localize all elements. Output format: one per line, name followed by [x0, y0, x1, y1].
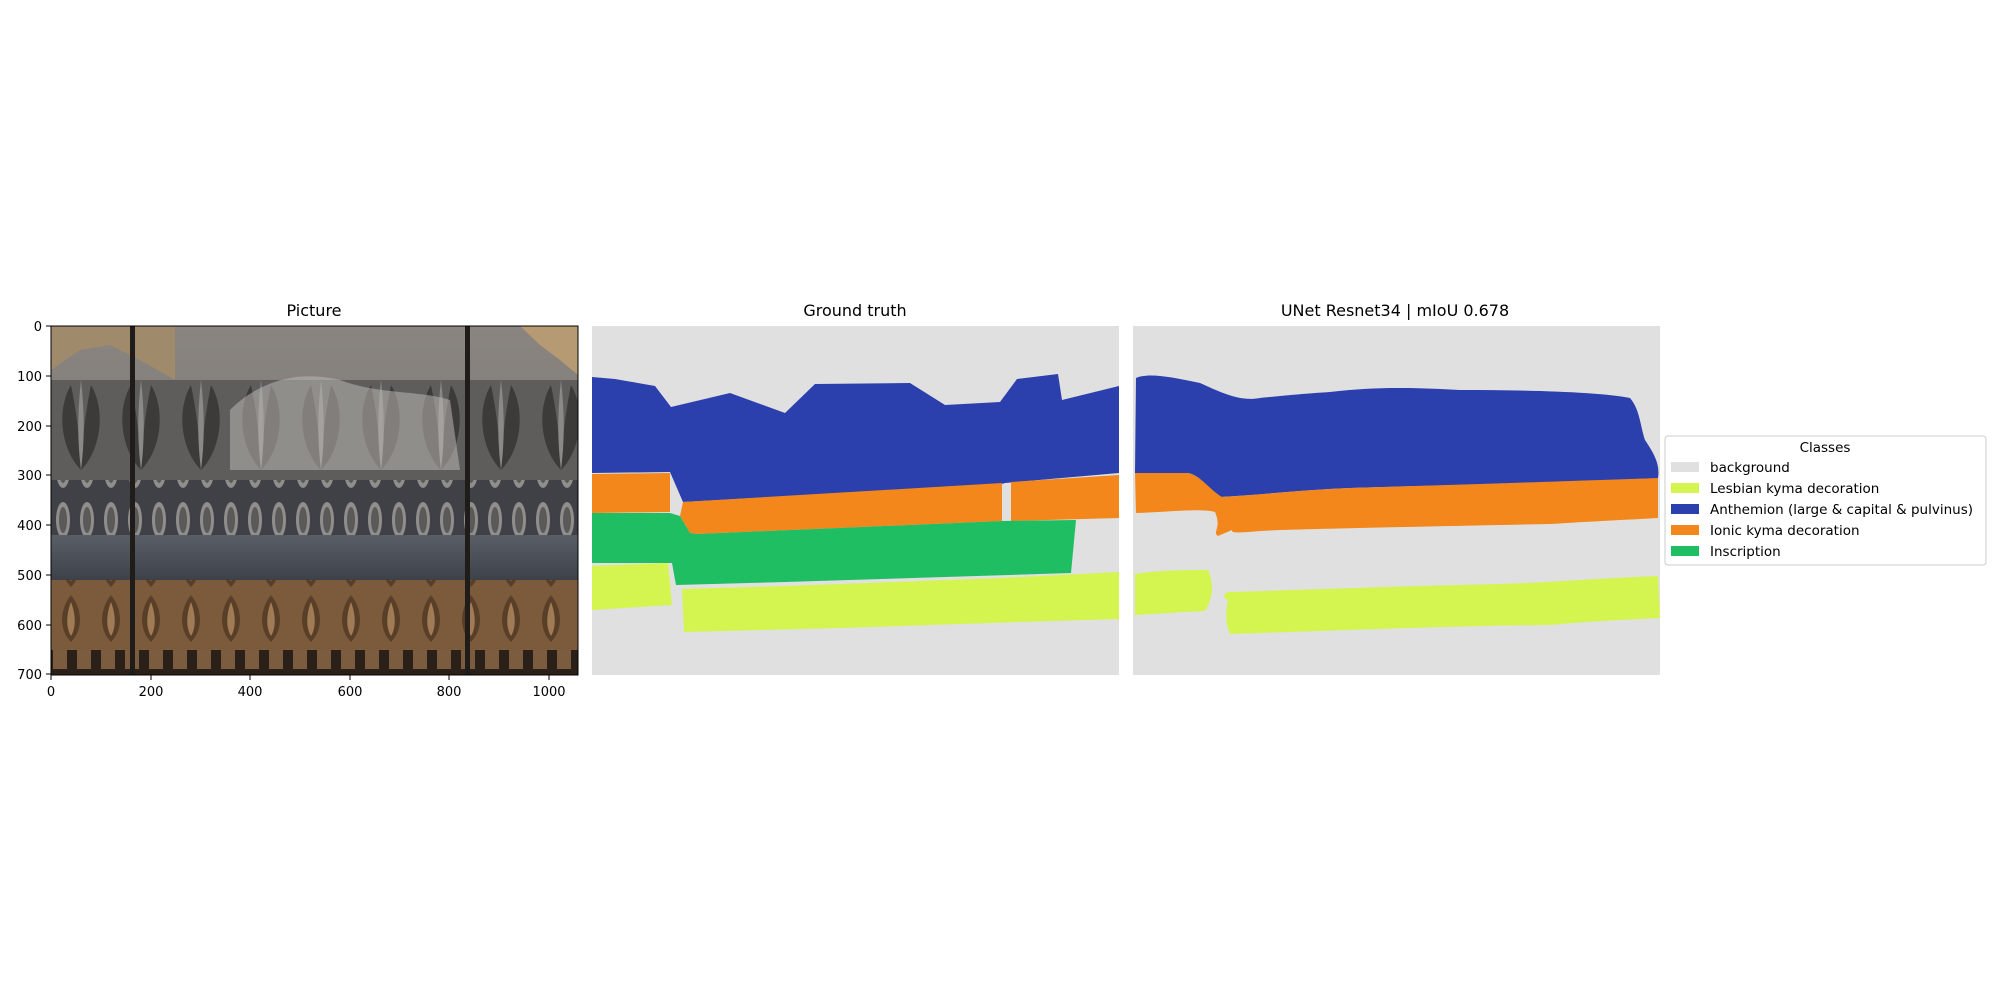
gt-lesbian-region	[592, 563, 672, 610]
ground-truth-mask	[592, 326, 1119, 675]
picture-y-axis: 0 100 200 300 400 500 600 700	[17, 320, 51, 683]
x-tick-label: 800	[437, 685, 462, 700]
pred-lesbian-region	[1135, 570, 1212, 615]
x-tick-label: 200	[139, 685, 164, 700]
legend-item-ionic: Ionic kyma decoration	[1671, 523, 1860, 539]
legend-label: Ionic kyma decoration	[1710, 523, 1860, 539]
y-tick-label: 200	[17, 420, 42, 435]
legend-label: background	[1710, 460, 1790, 476]
x-tick-label: 600	[338, 685, 363, 700]
pred-lesbian-region	[1224, 576, 1660, 634]
legend-label: Lesbian kyma decoration	[1710, 481, 1879, 497]
y-tick-label: 0	[34, 320, 42, 335]
legend-label: Anthemion (large & capital & pulvinus)	[1710, 502, 1973, 518]
picture-image	[51, 326, 578, 675]
gt-ionic-region	[592, 473, 670, 513]
x-tick-label: 1000	[532, 685, 565, 700]
y-tick-label: 700	[17, 668, 42, 683]
gt-anthemion-region	[592, 374, 1119, 502]
gt-ionic-region	[1011, 475, 1119, 521]
legend-box	[1664, 435, 1987, 566]
gt-ionic-region	[680, 483, 1002, 534]
legend-label: Inscription	[1710, 544, 1781, 560]
legend-title: Classes	[1800, 440, 1851, 456]
pred-anthemion-region	[1135, 375, 1659, 497]
y-tick-label: 300	[17, 469, 42, 484]
y-tick-label: 600	[17, 619, 42, 634]
legend-swatch-inscription	[1671, 546, 1699, 556]
x-tick-label: 0	[47, 685, 55, 700]
y-tick-label: 100	[17, 370, 42, 385]
pred-ionic-region	[1135, 473, 1658, 536]
legend-swatch-lesbian	[1671, 483, 1699, 493]
x-tick-label: 400	[238, 685, 263, 700]
picture-axes-frame	[50, 325, 579, 676]
legend-item-anthemion: Anthemion (large & capital & pulvinus)	[1671, 502, 1973, 518]
prediction-panel-title: UNet Resnet34 | mIoU 0.678	[1281, 301, 1509, 320]
y-tick-label: 400	[17, 519, 42, 534]
legend-swatch-ionic	[1671, 525, 1699, 535]
picture-x-axis: 0 200 400 600 800 1000	[47, 675, 566, 700]
picture-panel-title: Picture	[286, 301, 341, 320]
ground-truth-panel-title: Ground truth	[803, 301, 906, 320]
legend: Classes background Lesbian kyma decorati…	[1664, 435, 1987, 566]
gt-lesbian-region	[682, 572, 1119, 632]
prediction-mask	[1133, 326, 1660, 675]
legend-swatch-anthemion	[1671, 504, 1699, 514]
legend-swatch-background	[1671, 462, 1699, 472]
gt-inscription-region	[592, 513, 1076, 585]
y-tick-label: 500	[17, 569, 42, 584]
legend-item-lesbian: Lesbian kyma decoration	[1671, 481, 1879, 497]
legend-item-inscription: Inscription	[1671, 544, 1781, 560]
legend-item-background: background	[1671, 460, 1790, 476]
